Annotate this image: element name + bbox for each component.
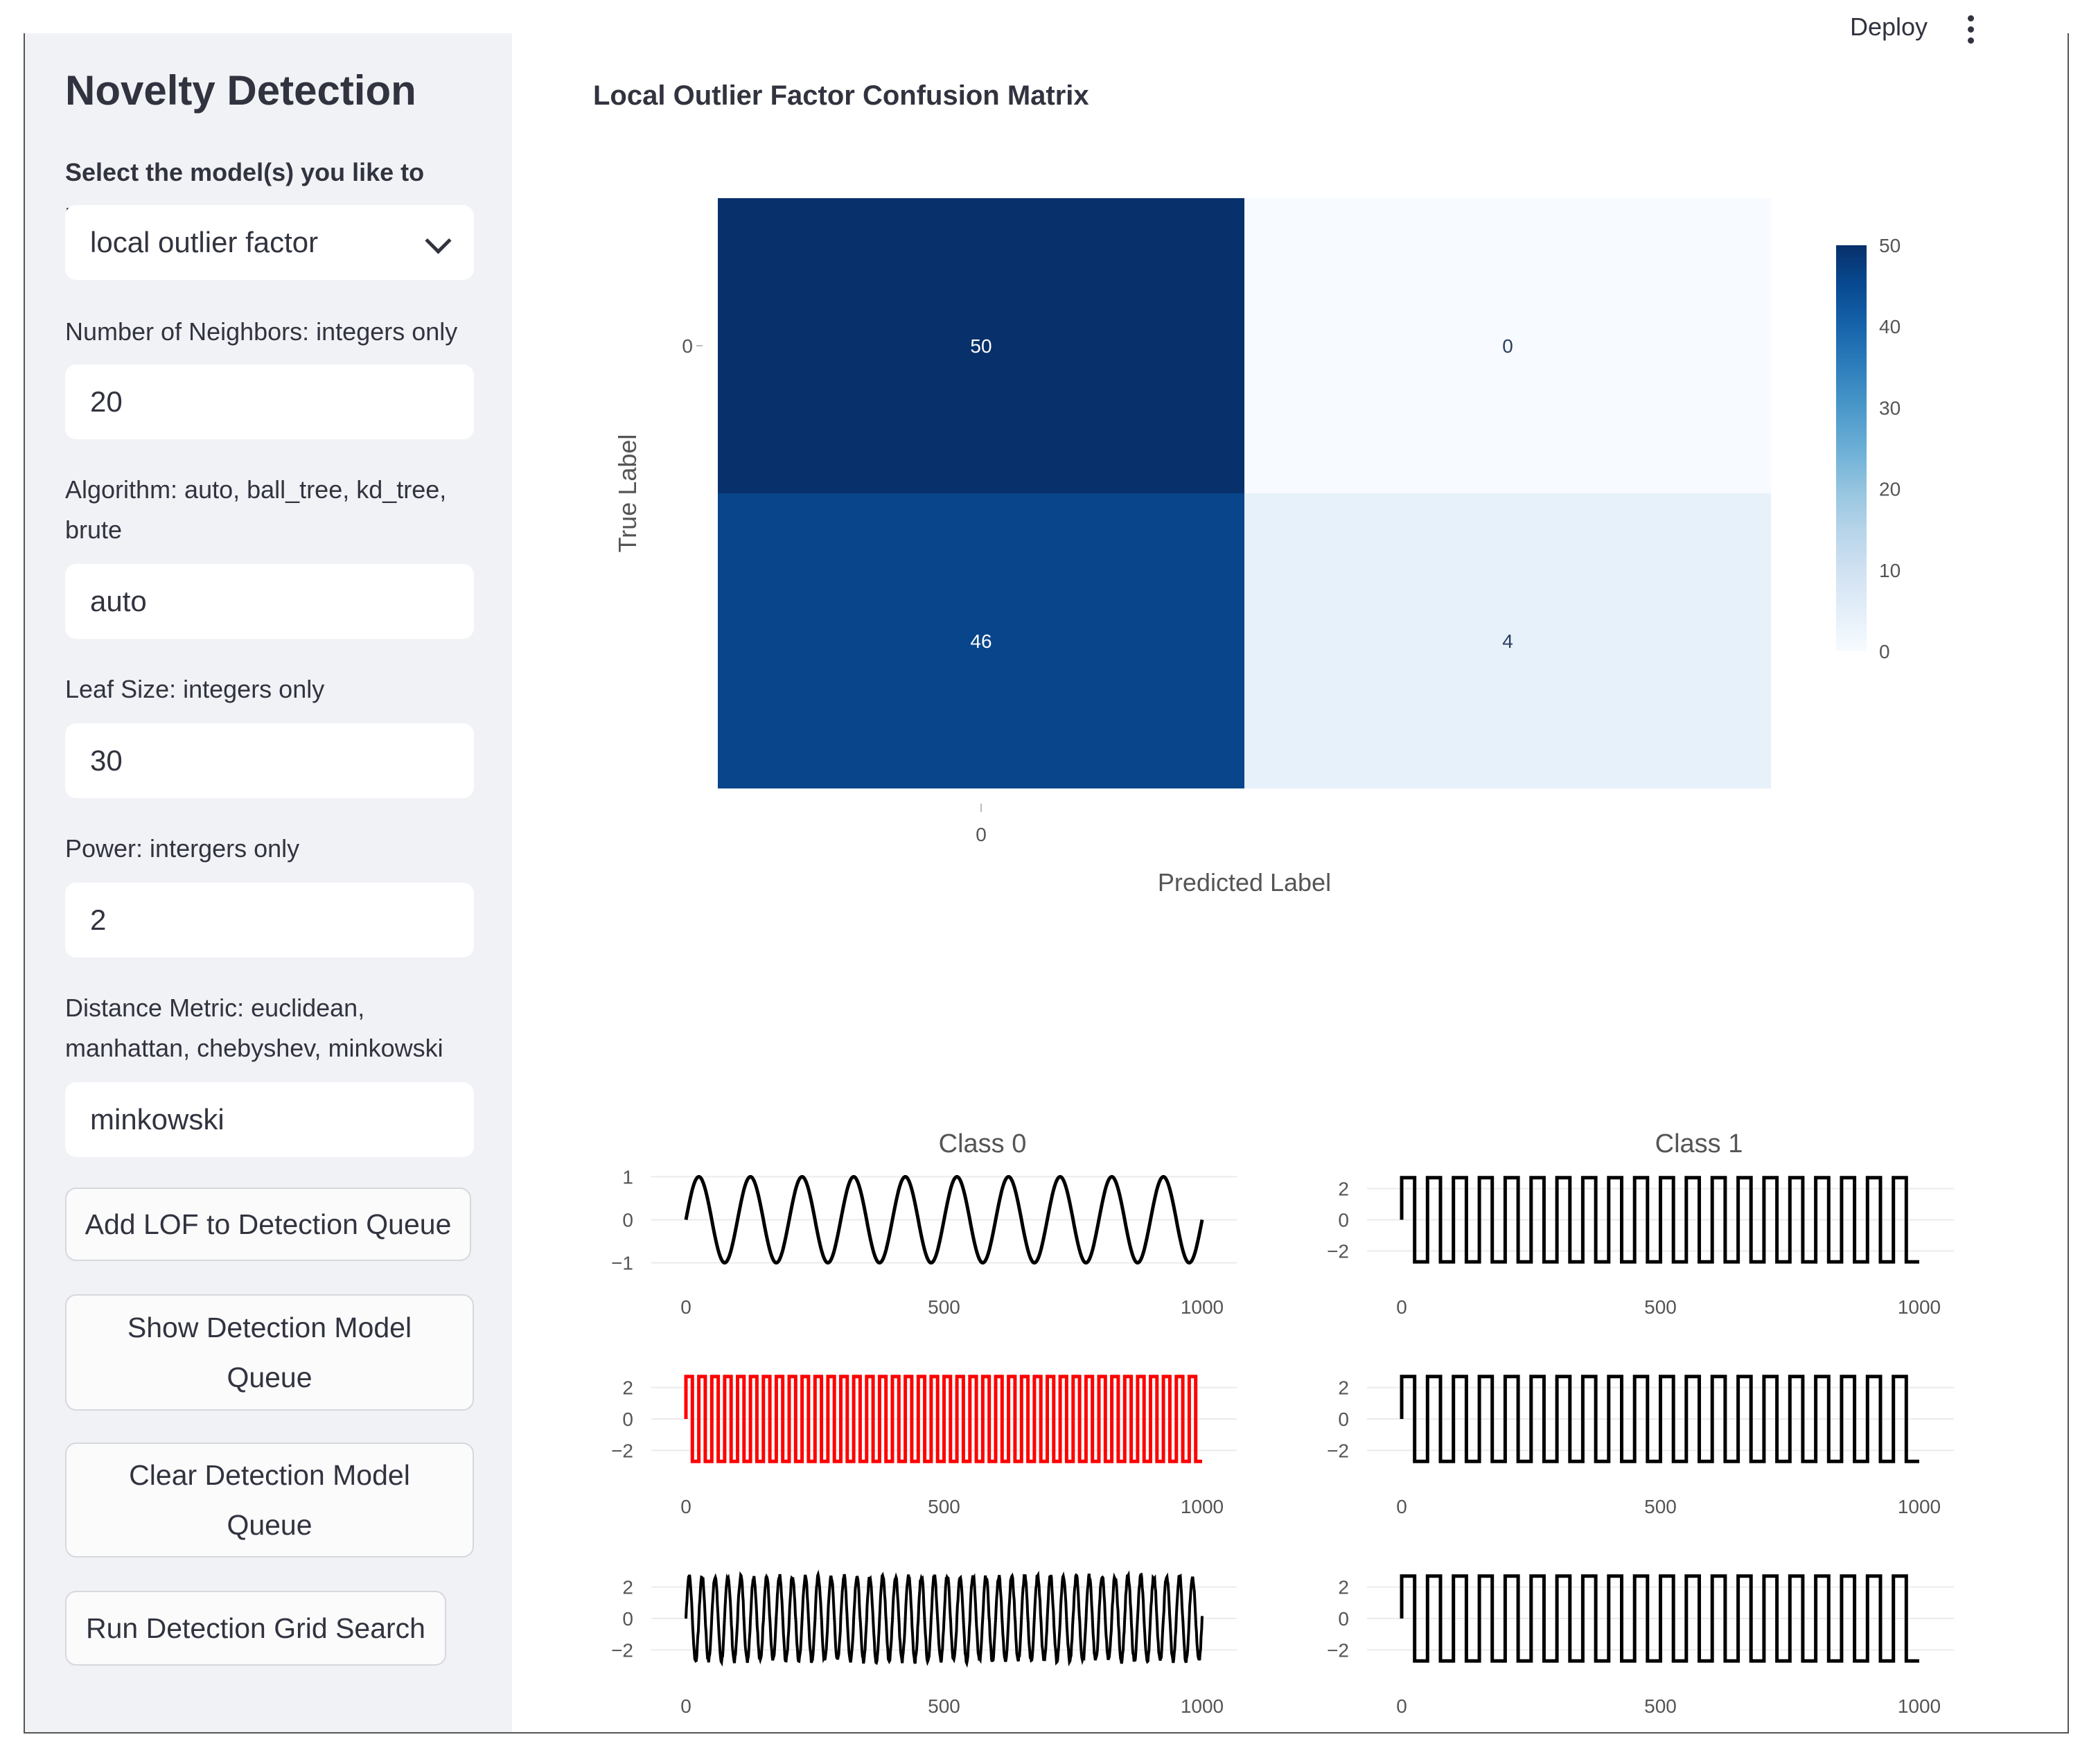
x-tick-label: 500 — [1644, 1496, 1677, 1517]
colorbar — [1836, 245, 1867, 651]
heatmap-cell-label: 46 — [970, 630, 991, 652]
sidebar: Novelty Detection Select the model(s) yo… — [25, 33, 512, 1732]
heatmap-cell-label: 0 — [1502, 335, 1513, 357]
x-tick-label: 500 — [928, 1496, 960, 1517]
leaf-size-label: Leaf Size: integers only — [65, 675, 325, 703]
series-line — [1400, 1176, 1919, 1264]
signal-subplots: Class 0 1 0 −1 0 500 1000 Class 1 2 0 −2 0 500 1000 2 0… — [611, 1129, 1954, 1717]
x-tick-label: 0 — [1396, 1695, 1407, 1717]
y-tick-label: 0 — [1338, 1409, 1349, 1430]
x-tick-label: 1000 — [1181, 1496, 1224, 1517]
heatmap-cell — [718, 493, 1244, 788]
neighbors-value: 20 — [90, 385, 123, 418]
subplot-title: Class 0 — [939, 1129, 1027, 1158]
heatmap-cell-label: 50 — [970, 335, 991, 357]
leaf-size-value: 30 — [90, 744, 123, 777]
clear-queue-button[interactable]: Clear Detection Model Queue — [65, 1443, 474, 1558]
x-axis-label: Predicted Label — [1158, 868, 1331, 897]
y-tick-label: −1 — [611, 1253, 633, 1274]
y-tick-label: −2 — [611, 1639, 633, 1661]
x-tick-label: 500 — [1644, 1695, 1677, 1717]
model-select[interactable]: local outlier factor — [65, 205, 474, 280]
colorbar-tick-label: 0 — [1879, 641, 1890, 662]
neighbors-label: Number of Neighbors: integers only — [65, 317, 458, 346]
series-line — [1400, 1375, 1919, 1463]
x-tick-label: 1000 — [1898, 1496, 1941, 1517]
heatmap-cell — [1244, 198, 1771, 493]
y-tick-label: 0 — [682, 335, 693, 357]
x-tick-label: 0 — [680, 1695, 691, 1717]
x-tick-label: 0 — [680, 1296, 691, 1318]
y-tick-label: −2 — [1327, 1639, 1349, 1661]
heatmap-cell-label: 4 — [1502, 630, 1513, 652]
distance-metric-input[interactable]: minkowski — [65, 1082, 474, 1157]
x-tick-label: 500 — [928, 1296, 960, 1318]
y-tick-label: −2 — [1327, 1440, 1349, 1461]
show-queue-button[interactable]: Show Detection Model Queue — [65, 1294, 474, 1411]
y-tick-label: 0 — [1338, 1608, 1349, 1630]
x-tick-label: 0 — [1396, 1496, 1407, 1517]
colorbar-tick-label: 50 — [1879, 235, 1901, 256]
run-grid-search-button[interactable]: Run Detection Grid Search — [65, 1591, 446, 1666]
y-tick-label: 2 — [1338, 1377, 1349, 1399]
x-tick-label: 0 — [976, 824, 987, 845]
heatmap-cell — [1244, 493, 1771, 788]
distance-metric-value: minkowski — [90, 1103, 224, 1136]
model-select-value: local outlier factor — [90, 226, 319, 258]
x-tick-label: 1000 — [1898, 1296, 1941, 1318]
series-line — [1400, 1574, 1919, 1663]
kebab-menu-icon[interactable] — [1968, 15, 1975, 48]
colorbar-tick-label: 30 — [1879, 397, 1901, 418]
leaf-size-input[interactable]: 30 — [65, 723, 474, 798]
chart-title: Local Outlier Factor Confusion Matrix — [593, 80, 1089, 111]
sidebar-title: Novelty Detection — [65, 67, 416, 114]
colorbar-tick-label: 20 — [1879, 479, 1901, 500]
y-axis-label: True Label — [613, 434, 642, 553]
algorithm-value: auto — [90, 585, 147, 617]
deploy-button[interactable]: Deploy — [1850, 12, 1928, 41]
y-tick-label: 2 — [1338, 1577, 1349, 1598]
add-lof-button[interactable]: Add LOF to Detection Queue — [65, 1188, 471, 1261]
x-tick-label: 500 — [928, 1695, 960, 1717]
algorithm-label: Algorithm: auto, ball_tree, kd_tree, bru… — [65, 475, 447, 544]
x-tick-label: 0 — [680, 1496, 691, 1517]
heatmap-cell — [718, 198, 1244, 493]
neighbors-input[interactable]: 20 — [65, 364, 474, 439]
y-tick-label: −2 — [1327, 1241, 1349, 1262]
power-value: 2 — [90, 903, 107, 936]
y-tick-label: 2 — [1338, 1179, 1349, 1200]
y-tick-label: 0 — [1338, 1210, 1349, 1231]
colorbar-tick-label: 40 — [1879, 316, 1901, 337]
distance-metric-label: Distance Metric: euclidean, manhattan, c… — [65, 994, 443, 1062]
y-tick-label: 0 — [622, 1608, 633, 1630]
power-label: Power: intergers only — [65, 834, 300, 863]
colorbar-tick-label: 10 — [1879, 560, 1901, 581]
power-input[interactable]: 2 — [65, 883, 474, 958]
x-tick-label: 500 — [1644, 1296, 1677, 1318]
series-line — [684, 1175, 1204, 1264]
series-line — [685, 1569, 1204, 1668]
y-tick-label: −2 — [611, 1440, 633, 1461]
y-tick-label: 0 — [622, 1409, 633, 1430]
x-tick-label: 1000 — [1898, 1695, 1941, 1717]
x-tick-label: 0 — [1396, 1296, 1407, 1318]
y-tick-label: 2 — [622, 1577, 633, 1598]
y-tick-label: 0 — [622, 1210, 633, 1231]
subplot-title: Class 1 — [1655, 1129, 1743, 1158]
x-tick-label: 1000 — [1181, 1296, 1224, 1318]
y-tick-label: 2 — [622, 1377, 633, 1399]
y-tick-label: 1 — [622, 1166, 633, 1188]
algorithm-input[interactable]: auto — [65, 564, 474, 639]
series-line — [684, 1375, 1202, 1463]
x-tick-label: 1000 — [1181, 1695, 1224, 1717]
